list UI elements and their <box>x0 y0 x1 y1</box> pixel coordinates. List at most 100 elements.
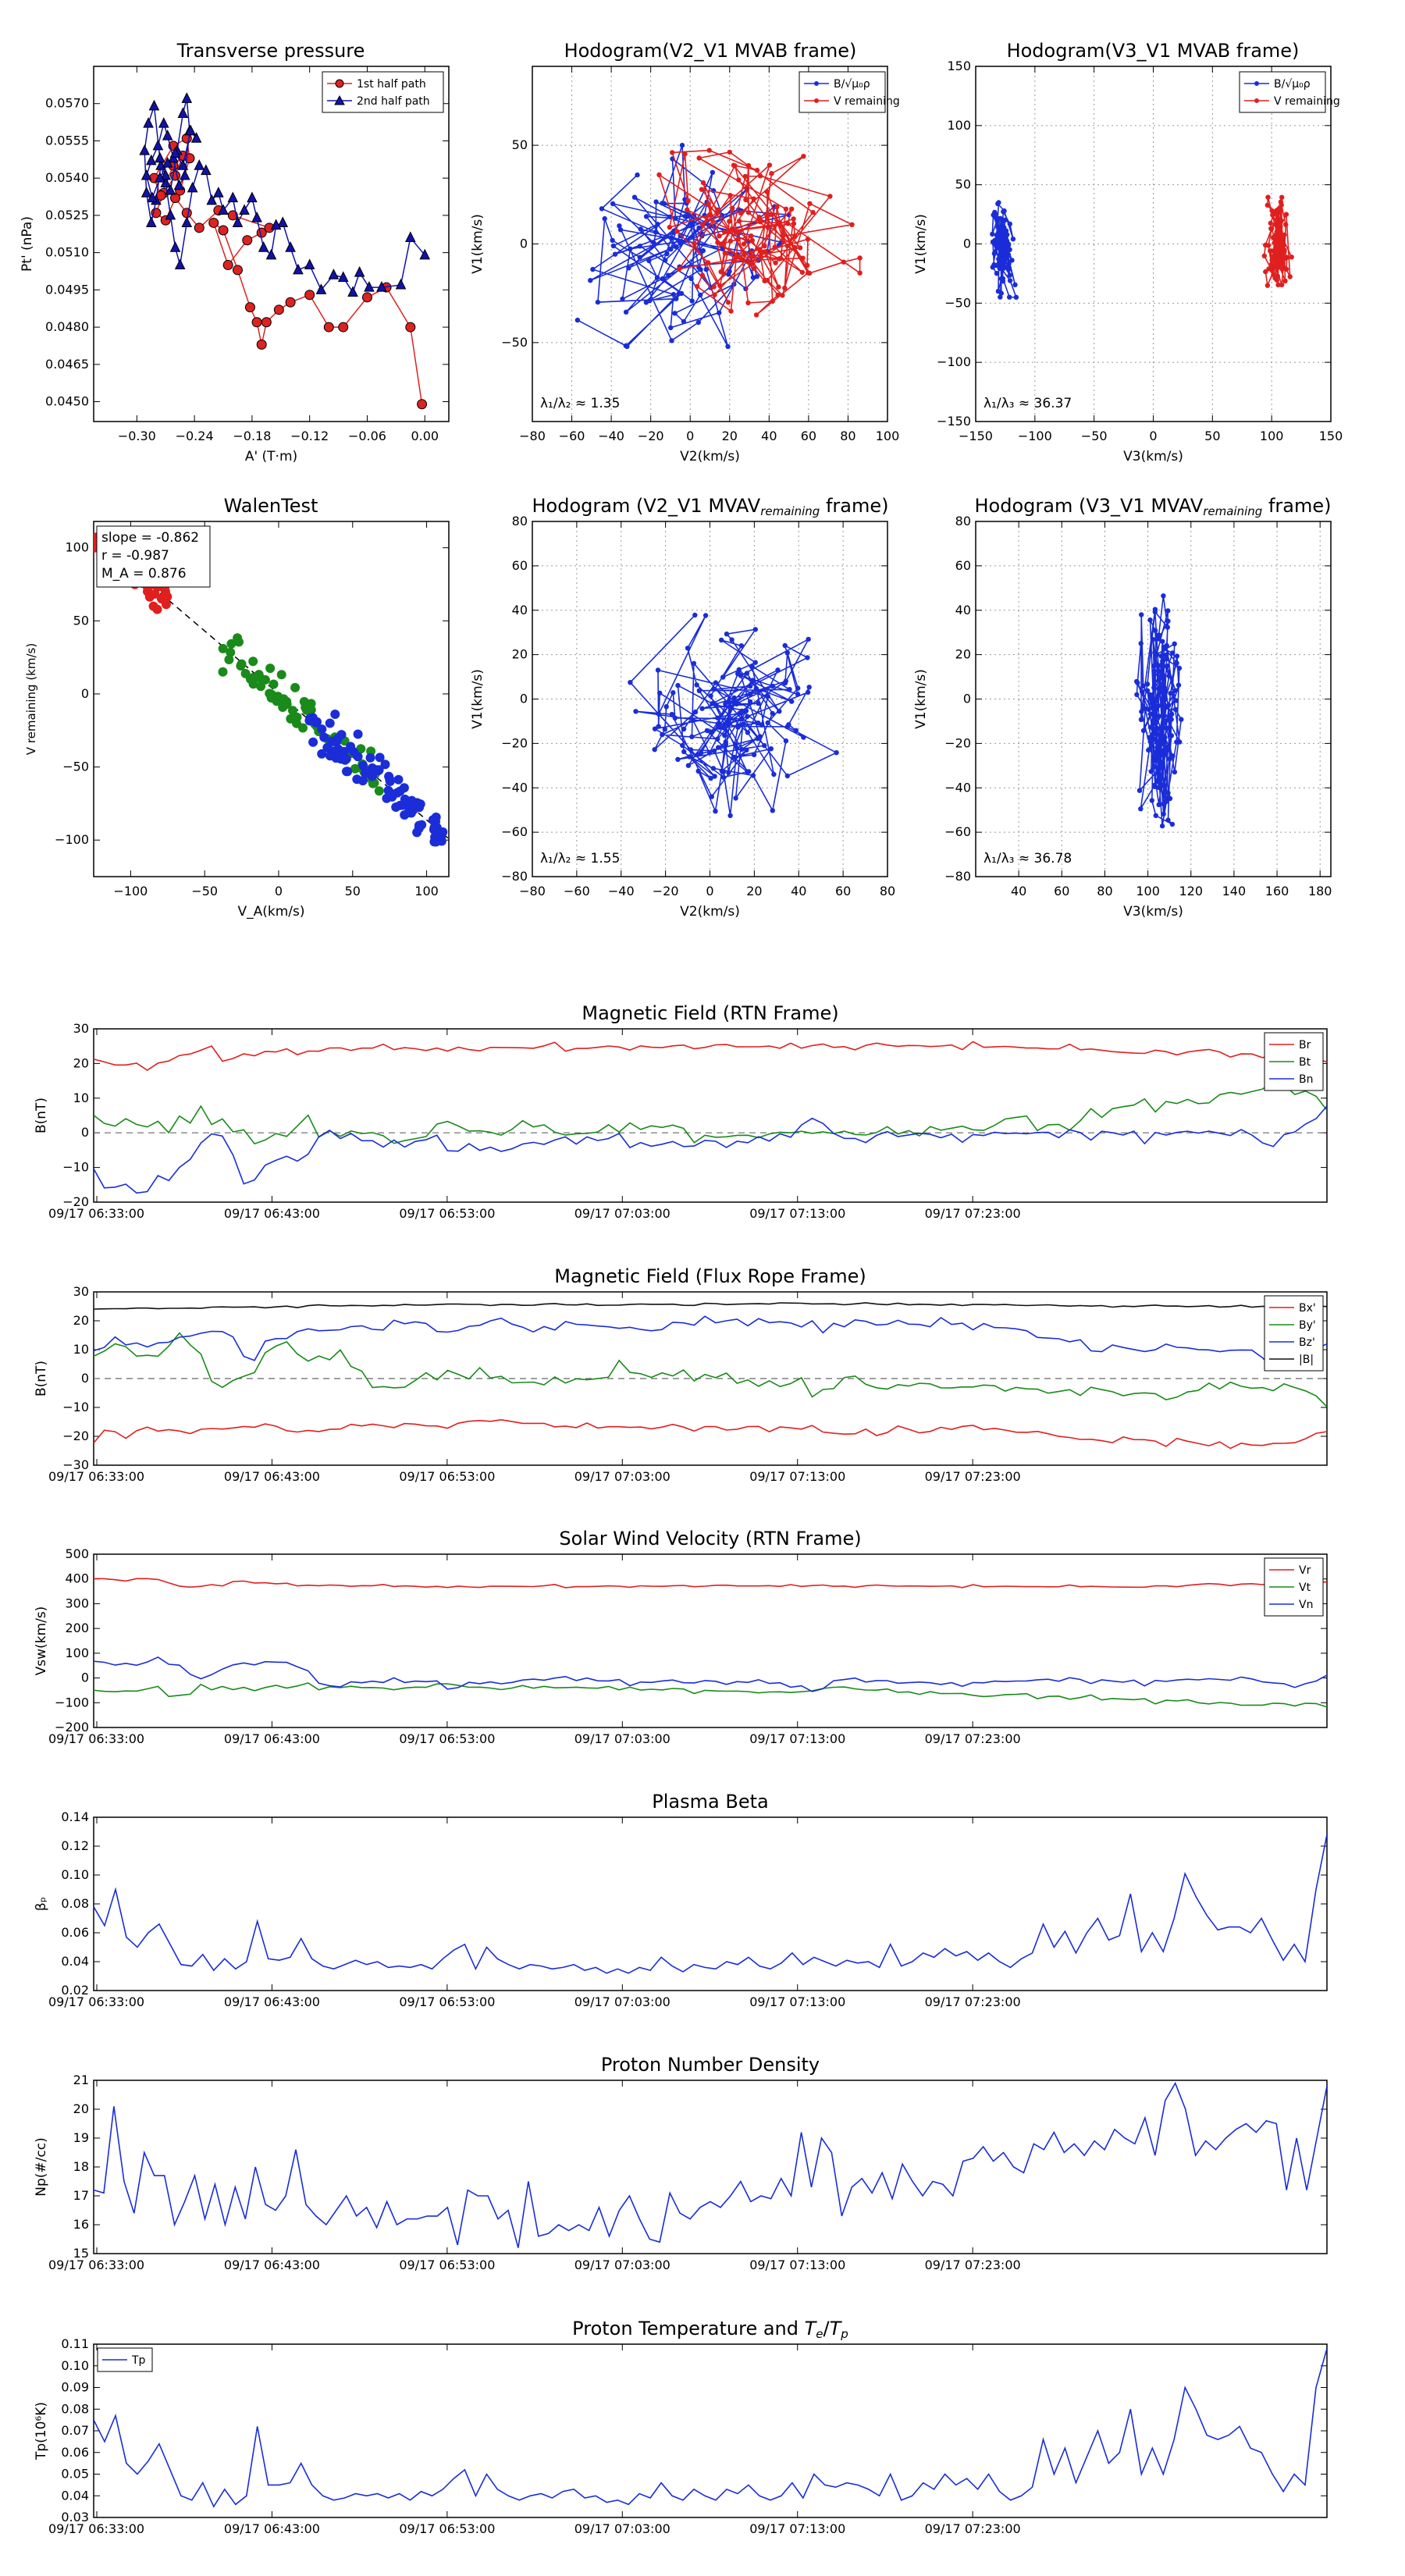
hodogram-point <box>1135 680 1140 685</box>
x-tick-label: 09/17 07:03:00 <box>574 1469 670 1484</box>
hodogram-point <box>775 667 781 673</box>
hodogram-point <box>1279 282 1285 287</box>
hodogram-point <box>711 686 717 692</box>
y-tick-label: 18 <box>73 2159 89 2174</box>
walen-point <box>226 639 237 649</box>
x-tick-label: 09/17 06:33:00 <box>48 2258 144 2272</box>
hodogram-point <box>758 254 763 259</box>
charts-layer: −0.30 −0.24 −0.18 −0.12 −0.06 0.000.04500.046… <box>20 59 1343 2536</box>
axes-h3: −80 −60 −40 −20 0 20 40 60 80 −80 −60 −40 −20 0 20 40 60… <box>470 514 895 920</box>
hodogram-point <box>675 682 681 688</box>
x-tick-label: −20 <box>638 429 664 443</box>
hodogram-point <box>750 773 756 778</box>
hodogram-point <box>595 299 601 305</box>
hodogram-point <box>749 261 755 266</box>
hodogram-point <box>750 678 756 683</box>
title-solar-wind-velocity: Solar Wind Velocity (RTN Frame) <box>559 1528 861 1550</box>
y-tick-label: 40 <box>512 603 528 617</box>
hodogram-point <box>692 709 699 715</box>
hodogram-point <box>1165 795 1172 802</box>
data-point <box>270 219 282 230</box>
hodogram-point <box>742 251 747 258</box>
hodogram-point <box>1153 720 1158 726</box>
hodogram-point <box>768 212 774 217</box>
hodogram-point <box>1147 724 1154 730</box>
y-axis-label: V1(km/s) <box>913 669 929 729</box>
hodogram-point <box>727 699 732 706</box>
title-hodogram-v3v1-mvab: Hodogram(V3_V1 MVAB frame) <box>1007 40 1300 62</box>
x-tick-label: 09/17 06:53:00 <box>399 1469 495 1484</box>
hodogram-point <box>620 296 625 302</box>
hodogram-point <box>724 632 730 637</box>
hodogram-point <box>771 771 777 777</box>
hodogram-point <box>1007 272 1012 278</box>
walen-point <box>356 744 366 754</box>
hodogram-point <box>1157 766 1162 771</box>
hodogram-point <box>1005 243 1012 248</box>
hodogram-point <box>782 642 788 649</box>
plot-frame <box>93 1028 1328 1203</box>
y-axis-label: Tp(10⁶K) <box>34 2402 49 2460</box>
ts_tp-legend: Tp <box>97 2347 153 2372</box>
data-point <box>208 217 219 228</box>
annotation-line: r = -0.987 <box>101 548 169 564</box>
y-tick-label: 60 <box>512 558 528 573</box>
x-tick-label: −0.30 <box>118 429 156 443</box>
hodogram-point <box>799 269 806 276</box>
hodogram-point <box>857 255 863 261</box>
hodogram-point <box>668 325 674 330</box>
hodogram-point <box>672 311 678 316</box>
hodogram-point <box>663 258 668 263</box>
legend-label: |B| <box>1299 1354 1314 1366</box>
hodogram-point <box>688 747 694 753</box>
hodogram-point <box>736 177 742 183</box>
axes-h1: −80 −60 −40 −20 0 20 40 60 80 100 −50 0 50 V2(km/s) V1… <box>470 66 900 464</box>
hodogram-point <box>750 275 756 280</box>
hodogram-point <box>777 709 782 714</box>
hodogram-point <box>1007 221 1013 227</box>
series-line-bn <box>94 1105 1327 1194</box>
data-point <box>194 159 205 170</box>
walen-point <box>277 695 287 705</box>
hodogram-point <box>667 224 673 230</box>
data-point <box>273 304 284 315</box>
hodogram-point <box>623 343 628 349</box>
hodogram-point <box>765 693 770 699</box>
walen-point <box>340 746 349 756</box>
walen-point <box>375 753 385 763</box>
title-hodogram-v2v1-mvav: Hodogram (V2_V1 MVAVremaining frame) <box>532 495 889 518</box>
hodogram-point <box>762 244 767 249</box>
x-tick-label: 0 <box>686 429 694 443</box>
y-tick-label: 80 <box>955 514 971 528</box>
hodogram-point <box>1268 220 1274 226</box>
hodogram-point <box>1173 698 1179 703</box>
walen-point <box>288 706 297 716</box>
hodogram-point <box>741 241 747 247</box>
data-point <box>155 172 165 183</box>
hodogram-point <box>777 256 782 262</box>
walen-point <box>234 637 244 647</box>
hodogram-point <box>1154 698 1159 703</box>
hodogram-point <box>1279 194 1285 200</box>
x-tick-label: −50 <box>1081 429 1108 443</box>
hodogram-point <box>1147 735 1152 740</box>
hodogram-point <box>678 290 685 297</box>
hodogram-point <box>768 746 774 752</box>
hodogram-point <box>1148 769 1154 774</box>
walen-point <box>265 688 275 699</box>
hodogram-point <box>800 255 806 261</box>
data-point <box>152 139 164 151</box>
hodogram-point <box>997 265 1002 271</box>
hodogram-point <box>745 300 751 306</box>
data-point <box>239 204 250 215</box>
hodogram-point <box>670 292 677 297</box>
title-tp-prefix: Proton Temperature and <box>572 2318 804 2339</box>
y-tick-label: 60 <box>955 558 971 573</box>
x-tick-label: −20 <box>653 884 679 898</box>
y-tick-label: 0.06 <box>61 1925 89 1940</box>
data-point <box>213 187 224 197</box>
hodogram-point <box>762 278 767 283</box>
hodogram-point <box>1283 266 1289 272</box>
hodogram-point <box>1279 265 1285 271</box>
hodogram-point <box>752 660 758 665</box>
